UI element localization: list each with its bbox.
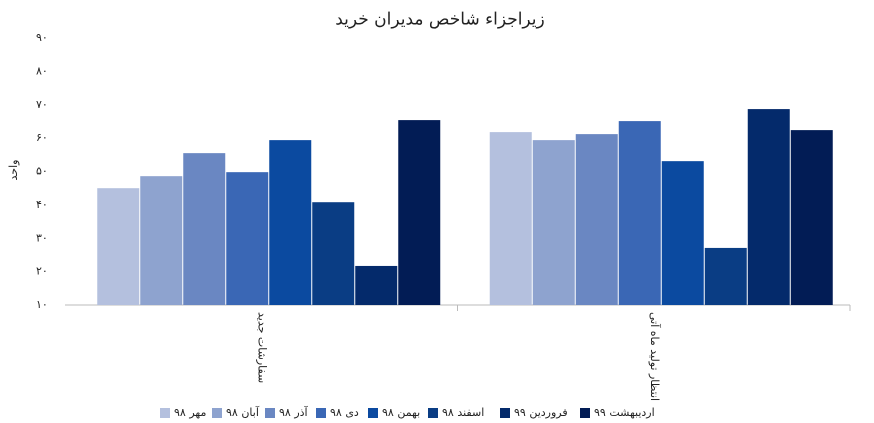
legend-label: فروردین ۹۹ [514, 406, 568, 419]
y-axis-label: واحد [7, 160, 20, 181]
bar [489, 132, 532, 305]
y-tick-label: ۴۰ [36, 198, 48, 211]
bar [575, 134, 618, 305]
legend-swatch [212, 408, 222, 418]
y-tick-label: ۵۰ [36, 165, 48, 178]
bar [355, 265, 398, 305]
y-tick-label: ۸۰ [36, 64, 48, 77]
legend-label: اردیبهشت ۹۹ [594, 406, 655, 419]
bar [226, 172, 269, 305]
y-tick-label: ۳۰ [36, 231, 48, 244]
legend-label: بهمن ۹۸ [382, 406, 420, 419]
legend-swatch [265, 408, 275, 418]
bar [97, 188, 140, 305]
legend-swatch [160, 408, 170, 418]
bar [140, 176, 183, 305]
bar [269, 140, 312, 305]
y-tick-label: ۶۰ [36, 131, 48, 144]
y-tick-label: ۷۰ [36, 98, 48, 111]
chart-title: زیراجزاء شاخص مدیران خرید [335, 10, 545, 30]
bar [398, 120, 441, 305]
x-tick-label: انتظار تولید ماه آتی [648, 312, 662, 401]
y-tick-label: ۲۰ [36, 265, 48, 278]
legend-label: اسفند ۹۸ [442, 406, 484, 419]
legend-swatch [316, 408, 326, 418]
legend-swatch [500, 408, 510, 418]
legend-swatch [428, 408, 438, 418]
y-tick-label: ۹۰ [36, 31, 48, 44]
y-tick-label: ۱۰ [36, 298, 48, 311]
bar [618, 121, 661, 305]
legend-label: آذر ۹۸ [279, 405, 309, 419]
x-tick-label: سفارشات جدید [255, 312, 268, 383]
bar [747, 109, 790, 306]
bar [183, 153, 226, 305]
bar [532, 140, 575, 305]
legend-label: آبان ۹۸ [226, 405, 260, 419]
bar [704, 247, 747, 305]
bar [661, 161, 704, 305]
legend-label: مهر ۹۸ [174, 406, 206, 419]
legend-swatch [368, 408, 378, 418]
legend-label: دی ۹۸ [330, 406, 359, 419]
bar [312, 202, 355, 305]
legend-swatch [580, 408, 590, 418]
bar [790, 130, 833, 305]
